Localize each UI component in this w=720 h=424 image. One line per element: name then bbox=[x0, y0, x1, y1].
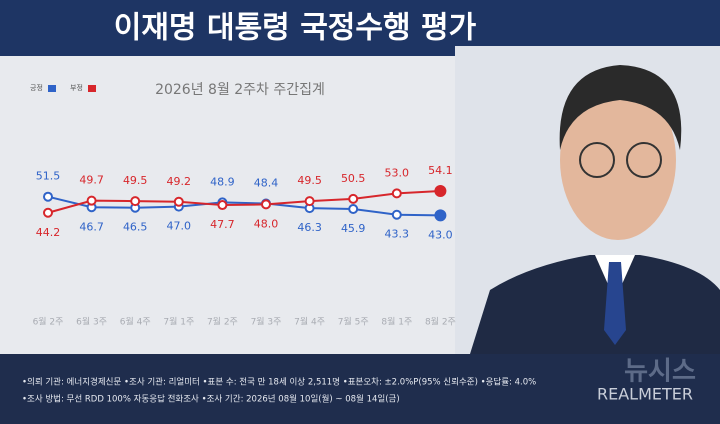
chart-subtitle: 2026년 8월 2주차 주간집계 bbox=[155, 82, 325, 98]
x-tick-label: 7월 4주 bbox=[294, 316, 325, 328]
data-point bbox=[173, 196, 184, 207]
data-point bbox=[43, 191, 53, 202]
data-point bbox=[217, 200, 228, 211]
series-line bbox=[47, 189, 441, 214]
value-label: 47.7 bbox=[210, 218, 235, 231]
value-label: 46.3 bbox=[297, 221, 322, 234]
value-label: 48.9 bbox=[210, 175, 235, 188]
value-label: 49.7 bbox=[79, 174, 104, 187]
legend-swatch bbox=[48, 85, 56, 92]
data-point bbox=[86, 195, 97, 206]
value-label: 46.5 bbox=[123, 221, 148, 234]
value-label: 47.0 bbox=[167, 220, 192, 233]
legend-label: 긍정 bbox=[30, 83, 43, 92]
value-label: 45.9 bbox=[341, 222, 366, 235]
value-label: 49.5 bbox=[297, 174, 322, 187]
x-tick-label: 7월 1주 bbox=[163, 316, 194, 328]
data-point bbox=[434, 209, 447, 222]
value-label: 43.0 bbox=[428, 228, 453, 241]
data-point bbox=[434, 184, 447, 197]
legend-label: 부정 bbox=[70, 83, 83, 92]
chart-title: 이재명 대통령 국정수행 평가 bbox=[114, 11, 477, 46]
footer bbox=[0, 354, 720, 424]
data-point bbox=[391, 188, 402, 199]
x-tick-label: 8월 1주 bbox=[381, 316, 412, 328]
value-label: 48.0 bbox=[254, 217, 279, 230]
value-label: 49.5 bbox=[123, 174, 148, 187]
watermark: 뉴시스 bbox=[624, 357, 696, 387]
x-tick-label: 7월 2주 bbox=[207, 316, 238, 328]
x-tick-label: 8월 2주 bbox=[425, 316, 456, 328]
note: •의뢰 기관: 에너지경제신문 •조사 기관: 리얼미터 •표본 수: 전국 만… bbox=[22, 377, 536, 388]
value-label: 44.2 bbox=[36, 226, 61, 239]
value-label: 53.0 bbox=[385, 166, 410, 179]
data-point bbox=[261, 199, 271, 210]
x-tick-label: 6월 4주 bbox=[120, 316, 151, 328]
source: REALMETER bbox=[597, 385, 693, 404]
data-point bbox=[348, 204, 359, 215]
x-tick-label: 6월 2주 bbox=[33, 316, 64, 328]
value-label: 49.2 bbox=[167, 175, 192, 188]
value-label: 48.4 bbox=[254, 177, 279, 190]
note: •조사 방법: 무선 RDD 100% 자동응답 전화조사 •조사 기간: 20… bbox=[22, 394, 400, 405]
data-point bbox=[348, 193, 359, 204]
data-point bbox=[130, 196, 141, 207]
x-tick-label: 6월 3주 bbox=[76, 316, 107, 328]
series-line bbox=[47, 195, 441, 217]
value-label: 50.5 bbox=[341, 172, 366, 185]
data-point bbox=[304, 196, 315, 207]
value-label: 54.1 bbox=[428, 164, 453, 177]
value-label: 43.3 bbox=[385, 228, 410, 241]
x-tick-label: 7월 3주 bbox=[251, 316, 282, 328]
data-point bbox=[43, 207, 53, 218]
value-label: 46.7 bbox=[79, 220, 104, 233]
legend-swatch bbox=[88, 85, 96, 92]
portrait bbox=[455, 46, 720, 354]
x-tick-label: 7월 5주 bbox=[338, 316, 369, 328]
value-label: 51.5 bbox=[36, 170, 61, 183]
data-point bbox=[391, 209, 402, 220]
